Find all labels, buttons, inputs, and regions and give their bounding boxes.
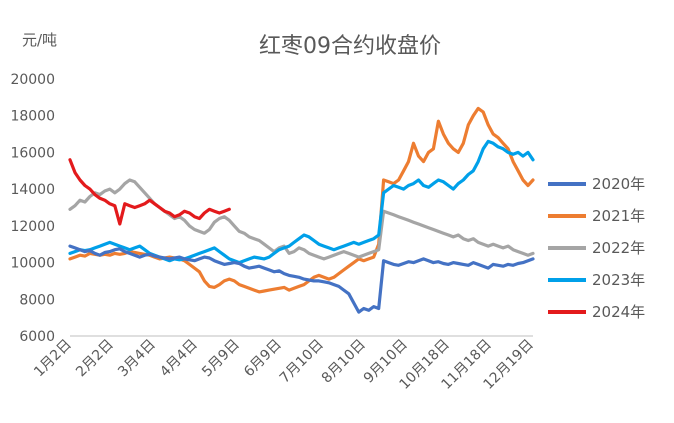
series-line-2023年 (68, 139, 535, 265)
series-line-2022年 (68, 178, 535, 261)
series-line-2024年 (68, 158, 231, 226)
y-tick-label: 10000 (10, 256, 55, 272)
legend: 2020年 2021年 2022年 2023年 2024年 (548, 175, 645, 321)
legend-label: 2023年 (592, 271, 645, 289)
y-axis: 20000 18000 16000 14000 12000 10000 8000 6000 (10, 72, 55, 345)
y-tick-label: 6000 (19, 329, 55, 345)
x-tick-label: 5月9日 (199, 337, 243, 381)
legend-label: 2022年 (592, 239, 645, 257)
y-tick-label: 20000 (10, 72, 55, 88)
legend-label: 2020年 (592, 175, 645, 193)
y-tick-label: 14000 (10, 182, 55, 198)
x-tick-label: 2月2日 (73, 337, 117, 381)
x-tick-label: 7月10日 (277, 337, 327, 387)
x-tick-label: 8月10日 (319, 337, 369, 387)
plot-area (68, 106, 535, 314)
chart-title: 红枣09合约收盘价 (259, 34, 441, 59)
y-tick-label: 16000 (10, 145, 55, 161)
y-unit-label: 元/吨 (22, 31, 57, 49)
series-line-2020年 (68, 244, 535, 314)
y-tick-label: 8000 (19, 292, 55, 308)
y-tick-label: 12000 (10, 219, 55, 235)
x-axis: 1月2日2月2日3月4日4月4日5月9日6月9日7月10日8月10日9月10日1… (31, 337, 537, 393)
x-tick-label: 3月4日 (115, 337, 159, 381)
y-tick-label: 18000 (10, 109, 55, 125)
x-tick-label: 4月4日 (157, 337, 201, 381)
legend-label: 2021年 (592, 207, 645, 225)
legend-label: 2024年 (592, 303, 645, 321)
